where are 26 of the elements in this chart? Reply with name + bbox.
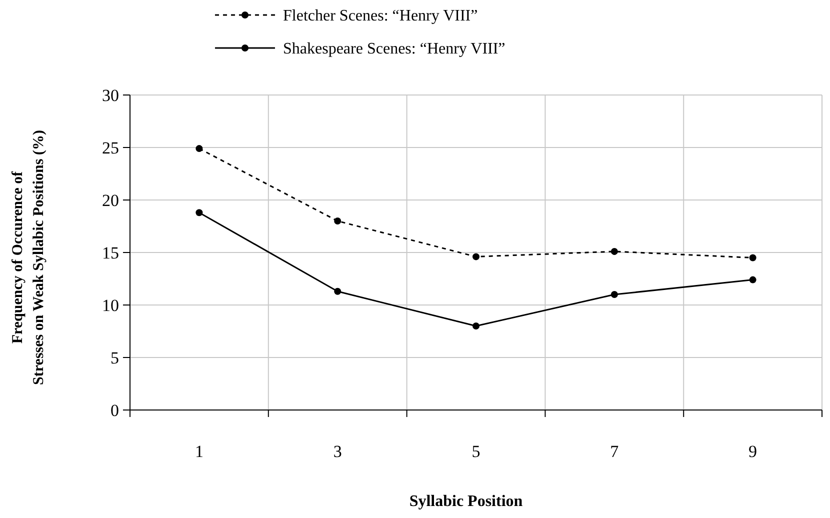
y-tick-label: 15 [102,243,119,262]
y-tick-label: 0 [110,400,119,420]
x-tick-label: 1 [194,442,204,461]
x-tick-label: 9 [748,442,758,461]
y-tick-label: 5 [110,348,119,368]
y-axis-title: Frequency of Occurence of Stresses on Weak Syllabic Positions (%) [10,130,47,385]
x-axis-title: Syllabic Position [409,493,523,510]
point [334,218,342,224]
point [749,276,756,284]
x-tick-label: 7 [610,442,620,461]
point [610,291,618,298]
x-tick-label: 5 [472,442,480,461]
point [472,322,480,330]
point [610,248,618,255]
point [196,145,203,152]
x-tick-label: 3 [333,442,342,461]
point [196,209,203,216]
y-tick-label: 10 [102,296,119,315]
y-tick-label: 25 [102,138,119,158]
y-tick-label: 20 [102,190,119,210]
point [472,253,480,260]
legend-label: Fletcher Scenes: “Henry VIII” [283,8,478,25]
legend-label: Shakespeare Scenes: “Henry VIII” [283,40,506,58]
y-tick-label: 30 [102,86,119,105]
point [749,254,756,262]
point [334,288,342,295]
